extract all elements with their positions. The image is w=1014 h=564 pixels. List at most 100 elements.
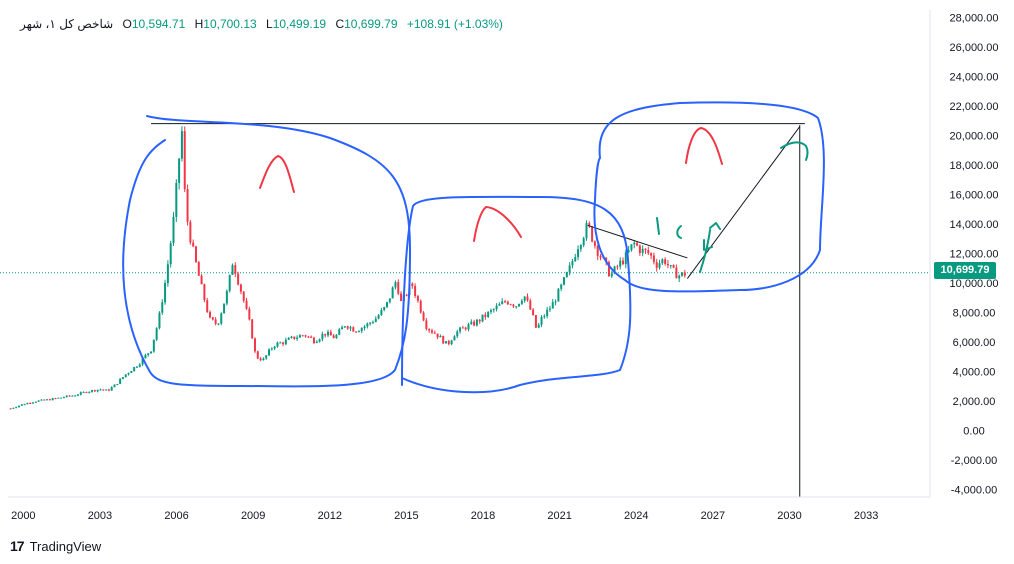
candle-body	[551, 302, 554, 309]
candle-body	[85, 391, 88, 393]
candle-body	[217, 323, 220, 325]
candle-body	[228, 274, 231, 291]
candle-body	[534, 315, 537, 328]
trend-line[interactable]	[587, 224, 688, 259]
candle-body	[456, 331, 459, 337]
change-value: +108.91 (+1.03%)	[406, 17, 503, 31]
candle-body	[386, 302, 389, 308]
candle-body	[610, 273, 613, 277]
brand-name: TradingView	[29, 538, 102, 554]
candle-body	[652, 255, 655, 263]
candle-body	[647, 250, 650, 254]
candle-body	[371, 322, 374, 324]
candle-body	[138, 364, 141, 367]
candle-body	[537, 324, 540, 328]
y-tick-label: 16,000.00	[950, 189, 999, 201]
candle-body	[374, 318, 377, 323]
x-tick-label: 2021	[547, 510, 571, 522]
candle-body	[548, 308, 551, 310]
candle-body	[478, 319, 481, 322]
candle-body	[298, 335, 301, 338]
candle-body	[189, 221, 192, 243]
y-tick-label: 28,000.00	[950, 12, 999, 24]
candle-body	[515, 306, 518, 308]
x-tick-label: 2024	[624, 510, 648, 522]
y-tick-label: -4,000.00	[951, 485, 997, 497]
symbol-name[interactable]: شاخص کل ۱، شهر	[20, 17, 114, 31]
candle-body	[599, 255, 602, 258]
candle-body	[211, 317, 214, 320]
candle-body	[414, 285, 417, 297]
candle-body	[32, 402, 35, 404]
candle-body	[504, 301, 507, 303]
candle-body	[237, 273, 240, 285]
candle-body	[557, 288, 560, 302]
candle-body	[194, 246, 197, 263]
y-tick-label: 20,000.00	[950, 130, 999, 142]
candle-body	[352, 327, 355, 332]
candle-body	[484, 314, 487, 317]
candle-body	[543, 316, 546, 318]
y-tick-label: 12,000.00	[950, 249, 999, 261]
candle-body	[304, 335, 307, 337]
candle-body	[51, 398, 54, 401]
candle-body	[666, 263, 669, 266]
x-tick-label: 2033	[854, 510, 878, 522]
candle-body	[554, 301, 557, 303]
x-axis: 2000 2003 2006 2009 2012 2015 2018 2021 2024 2027…	[8, 496, 930, 522]
candle-body	[107, 389, 110, 391]
candle-body	[683, 272, 686, 276]
candle-body	[363, 326, 366, 329]
candle-body	[116, 383, 119, 385]
candle-body	[102, 389, 105, 391]
candle-body	[253, 338, 256, 352]
candle-body	[172, 216, 175, 244]
candle-body	[166, 264, 169, 284]
candle-body	[518, 303, 521, 307]
candle-body	[380, 309, 383, 316]
candle-body	[445, 341, 448, 344]
candle-body	[17, 405, 20, 408]
candle-body	[124, 374, 127, 378]
last-price-tag: 10,699.79	[934, 262, 996, 279]
candle-body	[430, 330, 433, 333]
candle-body	[672, 265, 675, 268]
candle-body	[366, 323, 369, 327]
candle-body	[633, 242, 636, 245]
candle-body	[105, 389, 108, 391]
candle-body	[186, 189, 189, 222]
x-tick-label: 2003	[88, 510, 112, 522]
peak-mark-3	[685, 127, 723, 165]
candle-body	[74, 395, 77, 397]
candle-body	[225, 290, 228, 304]
candle-body	[571, 261, 574, 266]
candle-body	[307, 336, 310, 338]
candle-body	[161, 302, 164, 313]
candle-body	[273, 346, 276, 349]
candle-body	[419, 300, 422, 313]
candle-body	[585, 223, 588, 239]
trend-lines[interactable]	[151, 123, 805, 497]
candle-body	[259, 358, 262, 361]
candles	[9, 126, 686, 410]
candle-body	[321, 333, 324, 340]
candle-body	[377, 315, 380, 319]
candle-body	[332, 335, 335, 339]
candle-body	[312, 337, 315, 343]
footer[interactable]: 17 TradingView	[10, 538, 101, 554]
candle-body	[467, 324, 470, 330]
candle-body	[459, 327, 462, 332]
candle-body	[397, 282, 400, 294]
close-key: C	[335, 17, 345, 31]
candle-body	[425, 320, 428, 329]
candle-body	[23, 404, 26, 406]
candle-body	[447, 341, 450, 345]
freehand-drawings[interactable]	[122, 101, 825, 394]
candle-body	[110, 387, 113, 391]
cycle-circle-1	[122, 115, 411, 388]
candle-body	[223, 303, 226, 314]
candle-body	[391, 287, 394, 299]
candle-body	[279, 342, 282, 344]
candle-body	[341, 327, 344, 330]
